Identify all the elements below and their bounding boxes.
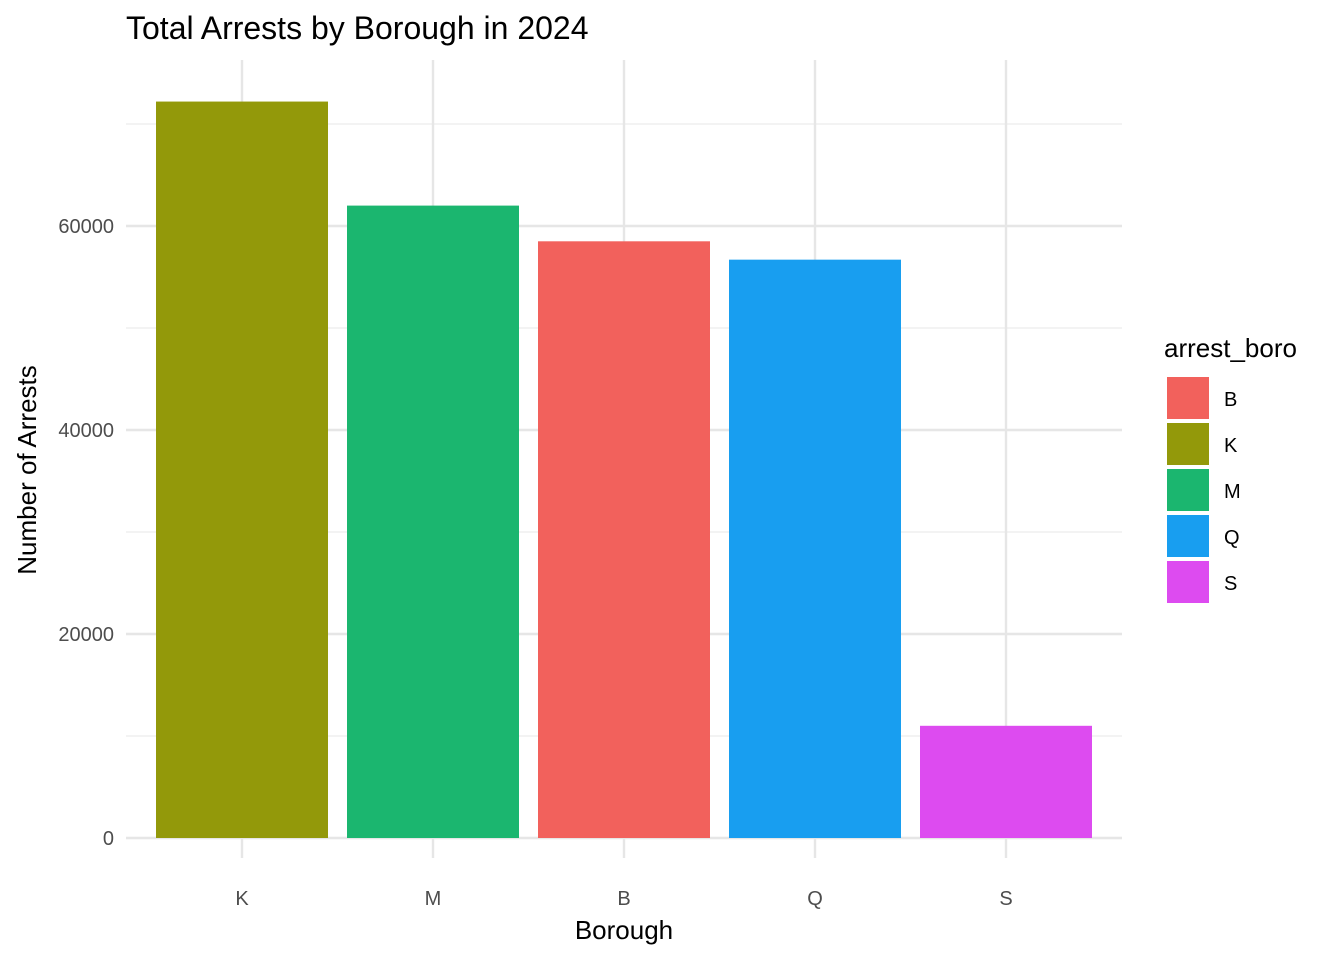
legend-label: Q: [1224, 527, 1240, 549]
legend-swatch-m: [1167, 469, 1209, 511]
legend-swatch-k: [1167, 423, 1209, 465]
legend-swatch-s: [1167, 561, 1209, 603]
y-tick-label: 60000: [58, 216, 114, 238]
y-axis-tick-labels: 0 20000 40000 60000: [58, 216, 114, 850]
bar-s: [920, 725, 1092, 838]
bars: [156, 101, 1092, 839]
legend-label: K: [1224, 435, 1238, 457]
bar-k: [156, 101, 328, 838]
y-tick-label: 40000: [58, 420, 114, 442]
legend-swatch-b: [1167, 377, 1209, 419]
bar-b: [538, 241, 710, 839]
legend-label: M: [1224, 481, 1241, 503]
legend: arrest_boro B K M Q S: [1164, 333, 1297, 603]
legend-label: B: [1224, 389, 1237, 411]
x-tick-label: M: [425, 888, 442, 910]
legend-title: arrest_boro: [1164, 333, 1297, 363]
legend-items: B K M Q S: [1167, 377, 1241, 603]
x-axis-title: Borough: [575, 915, 673, 945]
legend-label: S: [1224, 573, 1237, 595]
x-tick-label: Q: [807, 888, 823, 910]
x-tick-label: K: [235, 888, 249, 910]
y-axis-title: Number of Arrests: [12, 365, 42, 575]
bar-m: [347, 205, 519, 839]
y-tick-label: 0: [103, 828, 114, 850]
y-tick-label: 20000: [58, 624, 114, 646]
x-tick-label: B: [617, 888, 630, 910]
x-tick-label: S: [999, 888, 1012, 910]
chart-title: Total Arrests by Borough in 2024: [126, 10, 589, 46]
legend-swatch-q: [1167, 515, 1209, 557]
bar-q: [729, 259, 901, 838]
